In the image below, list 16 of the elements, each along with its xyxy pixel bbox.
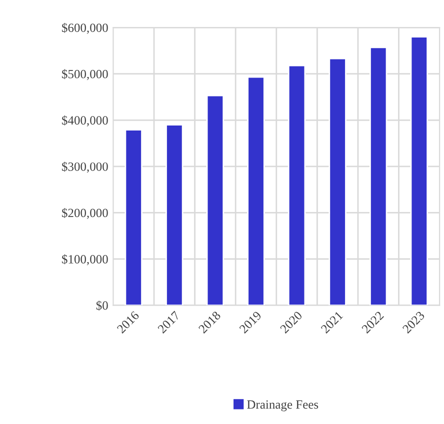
- y-tick-label: $300,000: [62, 162, 108, 173]
- bar: [410, 36, 428, 306]
- y-tick-label: $400,000: [62, 115, 108, 126]
- y-tick-label: $100,000: [62, 254, 108, 266]
- y-tick-label: $600,000: [62, 22, 108, 34]
- bar: [247, 76, 265, 306]
- bar: [166, 124, 184, 306]
- y-tick-label: $0: [96, 300, 108, 311]
- bar: [328, 58, 346, 306]
- bar: [124, 129, 142, 306]
- bar: [288, 64, 306, 306]
- bar: [370, 46, 388, 306]
- y-tick-label: $200,000: [62, 208, 108, 219]
- legend-label: Drainage Fees: [247, 400, 318, 412]
- bar: [206, 94, 224, 306]
- y-tick-label: $500,000: [62, 69, 108, 80]
